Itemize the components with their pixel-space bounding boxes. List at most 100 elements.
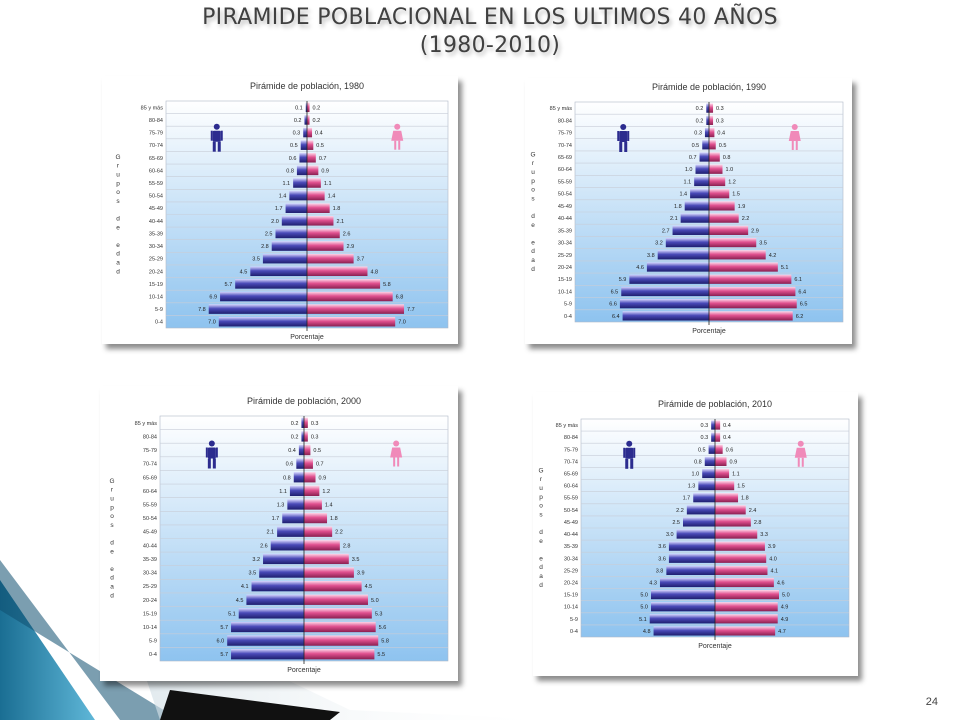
- pyramid-chart-1990: Pirámide de población, 1990 85 y más 0.2 0.…: [530, 82, 844, 335]
- chart-title: Pirámide de población, 2000: [247, 396, 361, 406]
- male-value-label: 4.3: [649, 581, 657, 587]
- chart-title: Pirámide de población, 1990: [652, 82, 766, 92]
- female-bar: [715, 541, 765, 551]
- female-value-label: 1.1: [324, 181, 332, 187]
- female-value-label: 7.0: [398, 320, 406, 326]
- age-group-label: 25-29: [143, 584, 157, 590]
- female-bar: [304, 608, 372, 619]
- female-value-label: 0.3: [716, 118, 724, 124]
- male-value-label: 4.5: [240, 269, 248, 275]
- female-value-label: 1.4: [325, 502, 333, 508]
- svg-text:s: s: [539, 511, 543, 518]
- svg-text:d: d: [116, 268, 120, 275]
- age-group-label: 25-29: [149, 257, 163, 263]
- male-value-label: 3.6: [658, 556, 666, 562]
- female-bar: [715, 553, 767, 563]
- female-bar: [304, 526, 333, 537]
- female-bar: [709, 274, 792, 284]
- female-bar: [307, 279, 381, 289]
- female-bar: [709, 201, 735, 211]
- male-bar: [301, 417, 304, 428]
- svg-text:e: e: [116, 242, 120, 249]
- male-value-label: 0.3: [293, 131, 301, 137]
- male-value-label: 2.2: [676, 508, 684, 514]
- age-group-label: 10-14: [149, 294, 163, 300]
- svg-text:d: d: [539, 529, 543, 536]
- female-value-label: 2.4: [749, 508, 757, 514]
- age-group-label: 30-34: [143, 571, 157, 577]
- female-value-label: 2.1: [336, 219, 344, 225]
- age-group-label: 20-24: [564, 581, 578, 587]
- female-bar: [304, 472, 316, 483]
- age-group-label: 75-79: [558, 131, 572, 137]
- age-group-label: 70-74: [143, 462, 157, 468]
- female-value-label: 1.0: [726, 167, 734, 173]
- male-value-label: 6.5: [611, 289, 619, 295]
- male-value-label: 7.0: [208, 320, 216, 326]
- male-value-label: 1.3: [277, 502, 285, 508]
- female-bar: [709, 237, 757, 248]
- male-value-label: 0.5: [290, 143, 298, 149]
- age-group-label: 85 y más: [141, 105, 164, 111]
- male-value-label: 0.8: [283, 475, 291, 481]
- female-value-label: 0.3: [311, 434, 319, 440]
- female-bar: [304, 417, 308, 428]
- male-value-label: 4.6: [636, 265, 644, 271]
- male-value-label: 0.2: [291, 421, 299, 427]
- age-group-label: 15-19: [558, 277, 572, 283]
- female-bar: [715, 626, 776, 636]
- female-bar: [307, 165, 319, 176]
- age-group-label: 80-84: [564, 435, 578, 441]
- svg-text:s: s: [110, 522, 114, 529]
- male-bar: [293, 472, 304, 483]
- age-group-label: 5-9: [155, 307, 163, 313]
- female-bar: [307, 102, 310, 113]
- male-bar: [698, 481, 715, 491]
- female-bar: [304, 567, 354, 578]
- male-value-label: 0.2: [294, 118, 302, 124]
- age-group-label: 10-14: [558, 289, 572, 295]
- male-bar: [706, 115, 709, 125]
- female-bar: [304, 458, 313, 469]
- male-value-label: 4.8: [643, 629, 651, 635]
- female-bar: [307, 216, 334, 226]
- svg-text:d: d: [110, 575, 114, 582]
- male-bar: [287, 499, 304, 510]
- male-bar: [690, 189, 709, 199]
- female-value-label: 5.8: [383, 282, 391, 288]
- male-bar: [298, 444, 304, 456]
- chart-title: Pirámide de población, 2010: [658, 399, 772, 409]
- age-group-label: 20-24: [143, 598, 157, 604]
- male-value-label: 5.7: [220, 652, 228, 658]
- male-bar: [684, 201, 709, 211]
- male-bar: [668, 553, 715, 563]
- male-value-label: 3.0: [666, 532, 674, 538]
- svg-text:a: a: [531, 257, 535, 264]
- svg-text:e: e: [110, 566, 114, 573]
- male-bar: [289, 485, 304, 497]
- svg-text:d: d: [531, 213, 535, 220]
- age-group-label: 10-14: [564, 605, 578, 611]
- age-group-label: 80-84: [149, 118, 163, 124]
- age-group-label: 75-79: [564, 447, 578, 453]
- male-bar: [629, 274, 709, 284]
- age-group-label: 60-64: [558, 167, 572, 173]
- female-value-label: 2.2: [742, 216, 750, 222]
- male-bar: [676, 529, 715, 539]
- age-group-label: 50-54: [564, 508, 578, 514]
- female-bar: [304, 485, 320, 497]
- female-bar: [715, 577, 774, 588]
- svg-text:d: d: [539, 582, 543, 589]
- age-group-label: 45-49: [558, 204, 572, 210]
- male-value-label: 0.5: [692, 143, 700, 149]
- male-value-label: 2.5: [672, 520, 680, 526]
- male-bar: [250, 266, 307, 277]
- male-value-label: 3.2: [252, 557, 260, 563]
- female-bar: [307, 190, 325, 201]
- svg-text:u: u: [539, 485, 543, 492]
- male-bar: [259, 567, 304, 578]
- male-bar: [220, 291, 307, 302]
- female-person-icon: [794, 440, 807, 467]
- female-value-label: 4.9: [781, 617, 789, 623]
